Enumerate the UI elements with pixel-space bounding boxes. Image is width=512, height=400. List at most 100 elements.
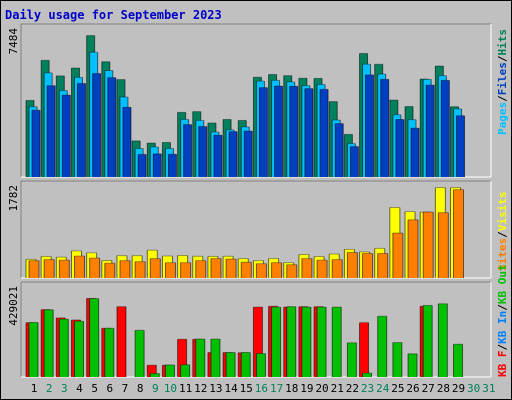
bar-kb-out-day-10-fill [165, 364, 175, 377]
bar-pages-day-14-fill [229, 131, 238, 177]
bar-pages-day-22-fill [350, 146, 359, 177]
bar-kb-out-day-12 [195, 338, 206, 377]
bar-kb-out-day-25 [392, 342, 403, 377]
bar-kb-out-day-10 [164, 364, 175, 377]
legend-sites: Sites [496, 238, 509, 271]
bar-sites-day-27-fill [423, 212, 434, 278]
day-label-20: 20 [315, 382, 328, 395]
bar-sites-day-14-fill [226, 259, 237, 278]
bar-sites-day-8 [134, 261, 146, 278]
bar-kb-out-day-21 [331, 306, 342, 377]
bar-sites-day-20 [316, 259, 328, 278]
day-label-1: 1 [31, 382, 38, 395]
bar-sites-day-2-fill [44, 259, 55, 278]
bar-kb-out-day-1-fill [29, 322, 38, 377]
bar-pages-day-9 [152, 153, 162, 177]
bar-sites-day-26-fill [408, 219, 419, 278]
bar-pages-day-16-fill [259, 87, 268, 177]
bar-sites-day-24-fill [377, 253, 388, 278]
bar-kb-out-day-16-fill [256, 353, 266, 377]
bar-pages-day-19-fill [304, 88, 313, 177]
bar-sites-day-18-fill [286, 264, 297, 278]
bar-pages-day-21-fill [335, 123, 344, 177]
bar-kb-out-day-1 [28, 321, 39, 377]
day-label-2: 2 [46, 382, 53, 395]
bar-sites-day-11-fill [180, 262, 191, 278]
bar-kb-out-day-19 [301, 306, 312, 377]
bar-kb-out-day-4 [73, 320, 84, 377]
bar-sites-day-24 [377, 252, 389, 278]
bar-kb-out-day-26-fill [408, 353, 418, 377]
bar-sites-day-23 [362, 252, 374, 278]
bar-pages-day-26-fill [411, 128, 420, 177]
bar-kb-out-day-20 [316, 306, 327, 377]
bar-pages-day-20-fill [320, 89, 329, 177]
bar-kb-out-day-6-fill [104, 328, 114, 377]
legend-hits-files-pages: Pages/Files/Hits [496, 29, 509, 135]
bar-pages-day-18-fill [289, 86, 298, 177]
bar-pages-day-19 [304, 88, 314, 177]
legend-kbout: KB Out [496, 264, 509, 304]
bar-sites-day-16 [255, 263, 267, 278]
bar-sites-day-19 [301, 258, 313, 278]
bar-kb-out-day-29-fill [453, 344, 463, 377]
bar-pages-day-25 [395, 118, 405, 177]
bar-sites-day-21-fill [332, 259, 343, 278]
bar-pages-day-21 [334, 123, 344, 177]
bar-kb-f-day-23 [359, 322, 370, 377]
day-label-14: 14 [224, 382, 238, 395]
bar-pages-day-29-fill [456, 115, 465, 177]
bar-sites-day-13-fill [210, 258, 221, 278]
bar-kb-out-day-9 [149, 372, 160, 377]
bar-kb-out-day-22-fill [347, 342, 357, 377]
day-label-19: 19 [300, 382, 313, 395]
bar-kb-out-day-27-fill [423, 305, 433, 377]
bar-kb-out-day-16 [255, 353, 266, 377]
legend-pages: Pages [496, 102, 509, 135]
legend-sep: / [496, 304, 509, 311]
bar-sites-day-21 [331, 259, 343, 278]
bar-pages-day-6 [107, 77, 117, 177]
bar-pages-day-10-fill [168, 154, 177, 177]
legend-sep: / [496, 344, 509, 351]
bar-sites-day-26 [407, 219, 419, 278]
bar-sites-day-15 [240, 261, 252, 278]
bar-sites-day-10 [164, 262, 176, 278]
bar-sites-day-6 [104, 262, 116, 278]
bar-sites-day-28-fill [438, 212, 449, 278]
bar-pages-day-12-fill [198, 126, 207, 177]
bar-kb-out-day-12-fill [195, 339, 205, 377]
bar-pages-day-3 [61, 94, 71, 177]
bar-kb-out-day-28 [437, 303, 448, 377]
day-label-24: 24 [376, 382, 390, 395]
bar-kb-out-day-8 [134, 329, 145, 377]
day-label-12: 12 [194, 382, 207, 395]
bar-kb-out-day-5-fill [89, 298, 99, 377]
day-label-13: 13 [209, 382, 222, 395]
bar-kb-f-day-11-fill [177, 339, 187, 377]
bar-kb-out-day-29 [453, 343, 464, 377]
bar-pages-day-20 [319, 88, 329, 177]
bar-sites-day-1-fill [29, 260, 39, 278]
bar-pages-day-5-fill [92, 73, 101, 177]
day-label-29: 29 [452, 382, 465, 395]
day-label-25: 25 [391, 382, 404, 395]
bar-pages-day-7 [122, 106, 132, 177]
bar-sites-day-6-fill [104, 263, 115, 278]
bar-sites-day-12-fill [195, 260, 206, 278]
bar-pages-day-11 [183, 124, 193, 177]
bar-sites-day-10-fill [165, 262, 176, 278]
bar-kb-out-day-4-fill [74, 321, 84, 377]
legend-kb: KB F/KB In/KB Out [496, 264, 509, 377]
bar-pages-day-23-fill [365, 74, 374, 177]
bar-kb-out-day-15 [240, 352, 251, 377]
day-label-6: 6 [106, 382, 113, 395]
bar-kb-out-day-19-fill [301, 307, 311, 377]
bar-pages-day-18 [289, 85, 299, 177]
legend-sites-visits: Sites/Visits [496, 192, 509, 272]
bar-kb-out-day-9-fill [150, 373, 160, 377]
day-label-22: 22 [346, 382, 359, 395]
day-label-30: 30 [467, 382, 480, 395]
legend-kbf: KB F [496, 351, 509, 378]
